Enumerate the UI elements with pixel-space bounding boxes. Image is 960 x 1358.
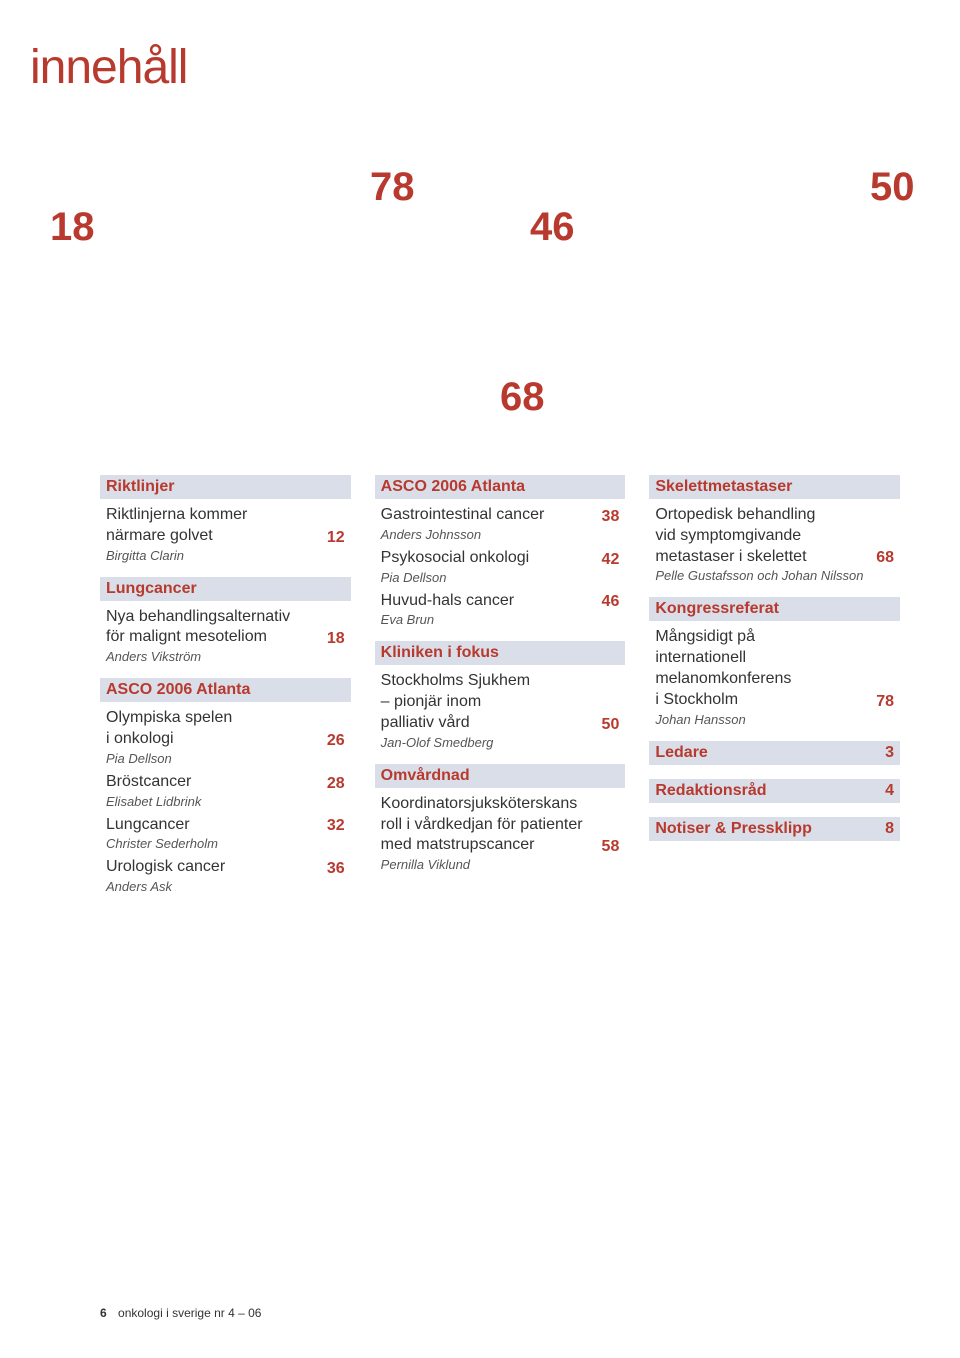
toc-entry: Huvud-hals cancer 46Eva Brun [375,591,626,628]
toc-section-page: 4 [885,782,894,800]
toc-entry-page: 28 [327,775,345,793]
toc-entry: Lungcancer 32Christer Sederholm [100,815,351,852]
toc-section-page: 8 [885,820,894,838]
toc-entry-author: Pia Dellson [106,751,345,766]
toc-entry-author: Birgitta Clarin [106,548,345,563]
toc-entry-author: Christer Sederholm [106,836,345,851]
toc-entry-title: Lungcancer [106,815,190,836]
toc-column-1: Riktlinjer Riktlinjerna kommernärmare gol… [100,475,351,900]
toc-entry-page: 46 [602,593,620,611]
toc-section-label: Ledare [655,744,707,762]
toc-section-heading: Ledare 3 [649,741,900,765]
toc-entry-title: Koordinatorsjuksköterskans [381,794,578,815]
toc-entry-title: Gastrointestinal cancer [381,505,545,526]
toc-entry: Mångsidigt påinternationellmelanomkonfer… [649,627,900,726]
toc-entry-title: närmare golvet [106,526,213,547]
toc-entry-author: Elisabet Lidbrink [106,794,345,809]
toc-section-heading: Kliniken i fokus [375,641,626,665]
toc-entry: Olympiska speleni onkologi 26Pia Dellson [100,708,351,766]
page-title: innehåll [30,40,900,95]
toc-entry-page: 68 [876,549,894,567]
toc-entry-author: Anders Vikström [106,649,345,664]
toc-entry: Koordinatorsjuksköterskansroll i vårdked… [375,794,626,872]
toc-section-heading: Notiser & Pressklipp 8 [649,817,900,841]
toc-entry-page: 38 [602,508,620,526]
toc-entry: Nya behandlingsalternativför malignt mes… [100,607,351,665]
toc-entry-author: Anders Ask [106,879,345,894]
big-number-68: 68 [500,375,545,420]
toc-entry-page: 78 [876,693,894,711]
toc-entry-page: 32 [327,817,345,835]
toc-entry-title: Riktlinjerna kommer [106,505,247,526]
toc-entry-title: melanomkonferens [655,669,791,690]
toc-entry-title: Huvud-hals cancer [381,591,514,612]
toc-entry-title: internationell [655,648,746,669]
toc-entry-title: med matstrupscancer [381,835,535,856]
toc-entry-page: 42 [602,551,620,569]
toc-section-heading: Lungcancer [100,577,351,601]
toc-entry-author: Pernilla Viklund [381,857,620,872]
toc-entry-author: Jan-Olof Smedberg [381,735,620,750]
toc-entry-title: – pionjär inom [381,692,482,713]
toc-entry-author: Pelle Gustafsson och Johan Nilsson [655,568,894,583]
toc-entry: Bröstcancer 28Elisabet Lidbrink [100,772,351,809]
page: innehåll 18 78 46 50 68 RiktlinjerRiktli… [0,0,960,1358]
footer-text: onkologi i sverige nr 4 – 06 [118,1306,261,1320]
toc-entry-title: Olympiska spelen [106,708,232,729]
toc-entry-title: Mångsidigt på [655,627,755,648]
toc-section-heading: Redaktionsråd 4 [649,779,900,803]
toc-entry-title: i onkologi [106,729,174,750]
toc-columns: Riktlinjer Riktlinjerna kommernärmare gol… [100,475,900,900]
top-number-cluster: 18 78 46 50 68 [100,225,900,445]
toc-entry-title: roll i vårdkedjan för patienter [381,815,583,836]
toc-entry-title: Psykosocial onkologi [381,548,530,569]
toc-entry-author: Pia Dellson [381,570,620,585]
toc-entry-page: 12 [327,529,345,547]
toc-entry-title: palliativ vård [381,713,470,734]
toc-entry-page: 58 [602,838,620,856]
toc-entry-title: Nya behandlingsalternativ [106,607,290,628]
toc-entry: Psykosocial onkologi 42Pia Dellson [375,548,626,585]
toc-entry-page: 36 [327,860,345,878]
toc-entry-title: Ortopedisk behandling [655,505,815,526]
toc-section-label: Redaktionsråd [655,782,766,800]
toc-entry-author: Johan Hansson [655,712,894,727]
toc-entry-title: Stockholms Sjukhem [381,671,530,692]
toc-entry-title: metastaser i skelettet [655,547,806,568]
toc-section-heading: Skelettmetastaser [649,475,900,499]
toc-entry-title: Urologisk cancer [106,857,225,878]
toc-entry-title: Bröstcancer [106,772,191,793]
toc-entry: Riktlinjerna kommernärmare golvet 12Birgi… [100,505,351,563]
toc-entry: Urologisk cancer 36Anders Ask [100,857,351,894]
toc-entry-page: 18 [327,630,345,648]
toc-entry-title: i Stockholm [655,690,738,711]
toc-column-3: Skelettmetastaser Ortopedisk behandlingvi… [649,475,900,900]
toc-entry-title: vid symptomgivande [655,526,801,547]
toc-entry-author: Eva Brun [381,612,620,627]
page-footer: 6 onkologi i sverige nr 4 – 06 [100,1306,261,1320]
toc-section-label: Notiser & Pressklipp [655,820,812,838]
toc-section-heading: Kongressreferat [649,597,900,621]
toc-entry-page: 26 [327,732,345,750]
toc-section-page: 3 [885,744,894,762]
toc-entry-page: 50 [602,716,620,734]
footer-page-number: 6 [100,1306,107,1320]
toc-section-heading: ASCO 2006 Atlanta [100,678,351,702]
big-number-46: 46 [530,205,575,250]
toc-section-heading: Riktlinjer [100,475,351,499]
big-number-18: 18 [50,205,95,250]
big-number-50: 50 [870,165,915,210]
toc-entry-title: för malignt mesoteliom [106,627,267,648]
toc-entry-author: Anders Johnsson [381,527,620,542]
toc-section-heading: Omvårdnad [375,764,626,788]
toc-entry: Gastrointestinal cancer 38Anders Johnsson [375,505,626,542]
toc-entry: Stockholms Sjukhem– pionjär inompalliati… [375,671,626,749]
toc-entry: Ortopedisk behandlingvid symptomgivandem… [649,505,900,583]
big-number-78: 78 [370,165,415,210]
toc-section-heading: ASCO 2006 Atlanta [375,475,626,499]
toc-column-2: ASCO 2006 Atlanta Gastrointestinal cancer… [375,475,626,900]
